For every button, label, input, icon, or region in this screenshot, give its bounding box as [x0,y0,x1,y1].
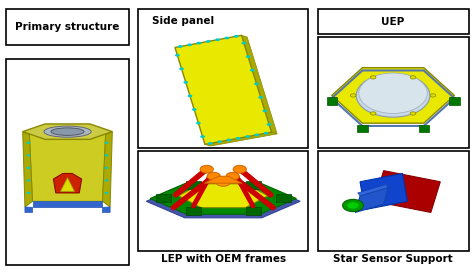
Ellipse shape [51,128,84,136]
Circle shape [175,54,180,57]
Text: Star Sensor Support: Star Sensor Support [333,254,453,264]
Polygon shape [146,185,300,218]
Circle shape [254,82,259,85]
Polygon shape [29,134,106,201]
Circle shape [196,122,201,124]
Circle shape [343,199,364,212]
Circle shape [27,142,30,144]
Circle shape [264,132,268,135]
Circle shape [208,142,213,145]
Circle shape [105,167,109,169]
Polygon shape [175,35,272,144]
Circle shape [350,94,356,97]
Bar [186,207,201,215]
Polygon shape [54,173,82,193]
Bar [246,207,261,215]
Circle shape [27,192,30,194]
Circle shape [200,135,205,138]
Circle shape [105,142,109,144]
Polygon shape [150,183,296,214]
Circle shape [255,134,259,136]
Circle shape [188,95,192,97]
Circle shape [105,154,109,157]
Polygon shape [204,176,242,183]
Bar [318,9,469,34]
Bar [186,181,201,189]
Circle shape [356,74,430,117]
Circle shape [410,112,416,115]
Ellipse shape [44,126,91,137]
Circle shape [370,76,376,79]
Circle shape [216,177,231,186]
Polygon shape [360,173,407,210]
Polygon shape [356,187,388,213]
Circle shape [178,45,182,48]
Circle shape [226,172,239,180]
Text: UEP: UEP [382,17,405,27]
Polygon shape [102,132,112,207]
Polygon shape [102,207,110,213]
Text: Primary structure: Primary structure [15,22,120,32]
Circle shape [234,35,238,38]
Circle shape [225,37,229,39]
Circle shape [246,55,250,58]
Circle shape [359,73,428,113]
Circle shape [233,165,246,173]
Bar [155,194,171,202]
Polygon shape [205,132,277,146]
Bar [327,97,337,105]
Circle shape [27,179,30,181]
Circle shape [105,192,109,194]
Circle shape [192,108,197,111]
Circle shape [347,202,359,209]
Circle shape [370,112,376,115]
Circle shape [263,109,267,112]
Bar [6,9,129,45]
Circle shape [187,43,192,46]
Bar [419,125,429,132]
Bar [138,151,308,251]
Circle shape [245,135,250,138]
Circle shape [242,42,246,45]
Polygon shape [374,171,440,213]
Bar [318,151,469,251]
Bar [449,97,460,105]
Polygon shape [241,35,277,134]
Circle shape [430,94,436,97]
Circle shape [215,38,220,41]
Bar [318,37,469,148]
Polygon shape [60,178,74,192]
Text: LEP with OEM frames: LEP with OEM frames [161,254,286,264]
Circle shape [27,154,30,157]
Polygon shape [332,68,455,123]
Circle shape [183,81,188,84]
Circle shape [217,140,222,143]
Circle shape [250,69,255,72]
Circle shape [236,137,241,140]
Circle shape [207,172,220,180]
Circle shape [200,165,213,173]
Bar [246,181,261,189]
Circle shape [227,139,231,141]
Circle shape [27,167,30,169]
Circle shape [267,123,272,126]
Polygon shape [23,132,33,207]
Circle shape [410,76,416,79]
Bar [276,194,291,202]
Polygon shape [33,201,102,207]
Polygon shape [25,207,33,213]
Bar [6,59,129,265]
Circle shape [179,67,184,70]
Circle shape [197,42,201,45]
Circle shape [105,179,109,181]
Polygon shape [179,184,268,208]
Polygon shape [358,185,388,196]
Circle shape [206,40,210,43]
Bar [138,9,308,148]
Circle shape [258,96,263,99]
Bar [357,125,368,132]
Text: Side panel: Side panel [153,16,215,26]
Polygon shape [23,124,112,139]
